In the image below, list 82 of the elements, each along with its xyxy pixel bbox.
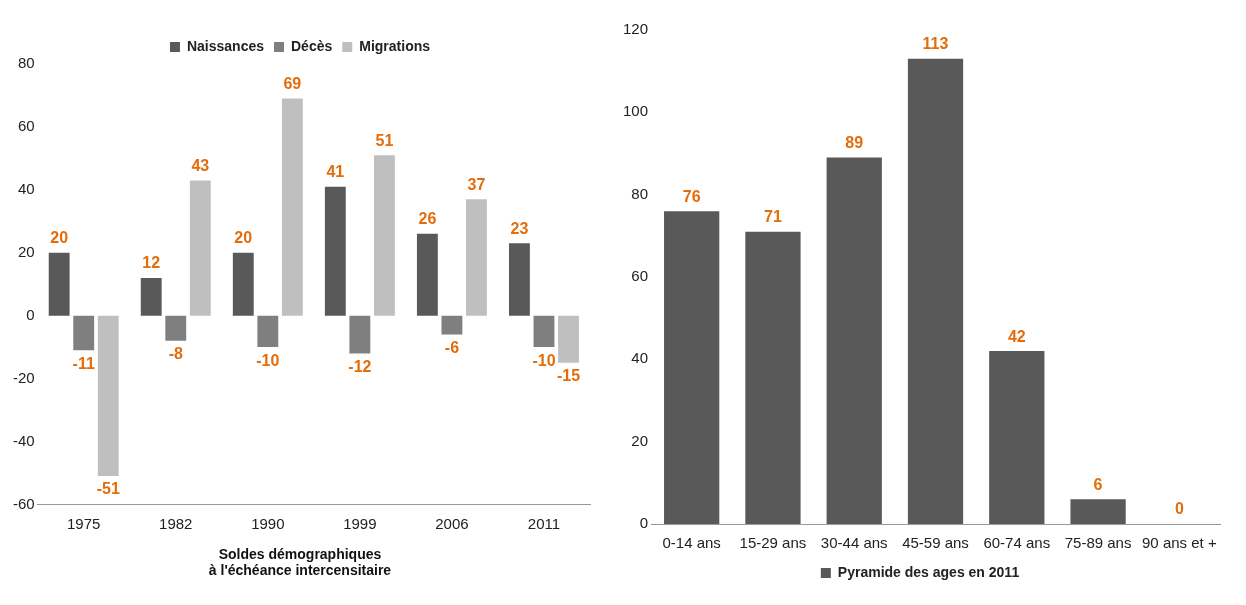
data-label: 26	[418, 210, 437, 228]
y-tick-label: 60	[17, 117, 35, 135]
x-tick-label: 1999	[343, 514, 377, 532]
data-label: 113	[922, 35, 949, 53]
bar	[826, 157, 882, 524]
bar	[989, 351, 1045, 524]
data-label: 43	[191, 156, 210, 174]
y-tick-label: 20	[631, 431, 649, 449]
data-label: -6	[444, 338, 460, 356]
bar	[232, 252, 254, 316]
x-tick-label: 75-89 ans	[1064, 534, 1132, 552]
bar	[48, 252, 70, 316]
data-label: 76	[682, 187, 701, 205]
y-tick-label: 80	[631, 184, 649, 202]
data-label: 89	[845, 134, 864, 152]
data-label: 69	[283, 75, 302, 93]
x-tick-label: 30-44 ans	[820, 534, 888, 552]
bar	[533, 315, 555, 348]
x-tick-label: 1975	[67, 514, 101, 532]
bar	[281, 98, 303, 316]
y-tick-label: -60	[12, 494, 35, 512]
bar	[324, 186, 346, 316]
bar	[189, 180, 211, 316]
bar	[165, 315, 187, 341]
bar	[558, 315, 579, 363]
data-label: 6	[1093, 475, 1103, 493]
data-label: 0	[1174, 500, 1184, 518]
y-tick-label: -20	[12, 368, 35, 386]
data-label: 23	[510, 219, 529, 237]
data-label: -12	[348, 357, 372, 375]
y-tick-label: -40	[12, 431, 35, 449]
bar	[373, 155, 395, 316]
data-label: -51	[96, 480, 120, 498]
text: Soldes démographiques à l'échéance intercensitaire	[208, 545, 392, 579]
legend-label: Naissances	[186, 37, 265, 54]
legend-label: Décès	[291, 37, 333, 54]
bar	[508, 243, 530, 316]
data-label: -10	[256, 351, 280, 369]
bar	[1070, 499, 1126, 524]
data-label: -8	[168, 345, 183, 363]
bar	[907, 58, 964, 524]
y-tick-label: 60	[631, 267, 649, 285]
x-tick-label: 45-59 ans	[902, 534, 969, 552]
bar	[441, 315, 463, 335]
legend-label: Pyramide des ages en 2011	[837, 563, 1020, 580]
data-label: 12	[142, 254, 161, 272]
data-label: -11	[72, 354, 95, 372]
bar	[416, 233, 438, 316]
bar	[73, 315, 95, 351]
y-tick-label: 120	[623, 20, 649, 38]
x-tick-label: 1982	[159, 514, 193, 532]
y-tick-label: 40	[17, 179, 35, 197]
data-label: 51	[375, 131, 394, 149]
y-tick-label: 80	[17, 54, 35, 72]
x-tick-label: 90 ans et +	[1142, 534, 1217, 552]
x-tick-label: 1990	[251, 514, 285, 532]
bar	[664, 211, 720, 524]
bar	[97, 315, 119, 477]
y-tick-label: 20	[17, 242, 35, 260]
data-label: -15	[556, 367, 581, 385]
data-label: 41	[326, 163, 345, 181]
legend-label: Migrations	[359, 37, 431, 54]
bar	[745, 231, 801, 524]
data-label: 20	[234, 229, 253, 247]
bar	[257, 315, 279, 348]
x-tick-label: 2011	[527, 514, 561, 532]
x-tick-label: 2006	[435, 514, 469, 532]
y-tick-label: 100	[623, 102, 649, 120]
data-label: 42	[1007, 327, 1026, 345]
y-tick-label: 0	[639, 514, 649, 532]
bar	[349, 315, 371, 354]
y-tick-label: 40	[631, 349, 649, 367]
x-tick-label: 60-74 ans	[983, 534, 1051, 552]
data-label: 37	[467, 175, 486, 193]
bar	[466, 199, 487, 316]
data-label: 20	[50, 229, 69, 247]
data-label: 71	[764, 208, 782, 226]
data-label: -10	[532, 351, 556, 369]
x-tick-label: 15-29 ans	[739, 534, 807, 552]
bar	[140, 277, 162, 316]
x-tick-label: 0-14 ans	[662, 534, 721, 552]
y-tick-label: 0	[26, 305, 35, 323]
